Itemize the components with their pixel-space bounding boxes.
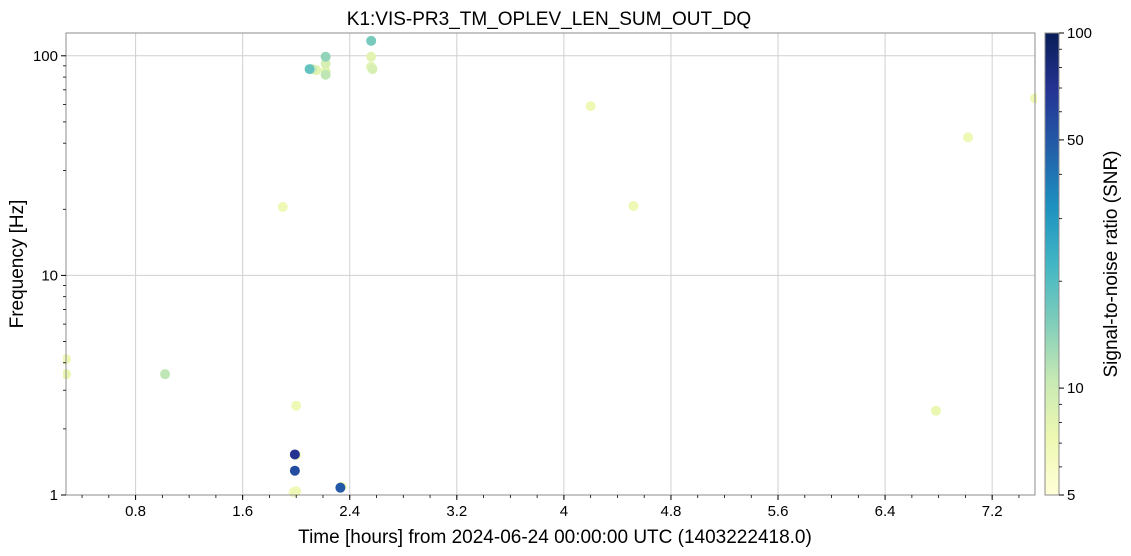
colorbar-ticks: 5 10 50 100	[1059, 25, 1092, 504]
scatter-point	[335, 482, 346, 493]
scatter-point	[320, 69, 331, 80]
x-tick-label: 0.8	[125, 503, 146, 520]
colorbar-tick-label: 100	[1067, 25, 1092, 42]
scatter-point	[320, 58, 331, 69]
y-tick-label: 10	[41, 267, 58, 284]
scatter-point	[289, 449, 300, 460]
x-tick-label: 2.4	[339, 503, 360, 520]
plot-area	[66, 33, 1035, 495]
scatter-point	[585, 101, 596, 112]
scatter-point	[160, 369, 171, 380]
scatter-point	[930, 405, 941, 416]
scatter-point	[289, 465, 300, 476]
scatter-point	[291, 486, 302, 497]
x-tick-label: 6.4	[875, 503, 896, 520]
colorbar-tick-label: 10	[1067, 380, 1084, 397]
y-axis-ticks: 1 10 100	[33, 48, 66, 504]
scatter-point	[277, 201, 288, 212]
scatter-point	[320, 51, 331, 62]
scatter-point	[291, 400, 302, 411]
scatter-point	[366, 35, 377, 46]
scatter-point	[367, 64, 378, 75]
x-tick-label: 4	[560, 503, 568, 520]
scatter-point	[63, 369, 71, 380]
x-tick-label: 4.8	[661, 503, 682, 520]
scatter-point	[963, 132, 974, 143]
x-axis-label: Time [hours] from 2024-06-24 00:00:00 UT…	[298, 527, 812, 548]
x-tick-label: 5.6	[768, 503, 789, 520]
colorbar	[1044, 32, 1060, 496]
colorbar-tick-label: 50	[1067, 132, 1084, 149]
y-axis-label: Frequency [Hz]	[7, 200, 28, 329]
scatter-point	[628, 201, 639, 212]
chart-title: K1:VIS-PR3_TM_OPLEV_LEN_SUM_OUT_DQ	[347, 9, 751, 30]
colorbar-label: Signal-to-noise ratio (SNR)	[1101, 150, 1122, 377]
x-axis-ticks: 0.8 1.6 2.4 3.2 4 4.8 5.6 6.4 7.2	[81, 495, 1020, 520]
scatter-point	[63, 354, 71, 365]
x-tick-label: 7.2	[982, 503, 1003, 520]
plot-frame	[65, 32, 1036, 496]
scatter-point	[366, 51, 377, 62]
colorbar-tick-label: 5	[1067, 487, 1075, 504]
scatter-point	[304, 64, 315, 75]
x-tick-label: 3.2	[446, 503, 467, 520]
x-tick-label: 1.6	[232, 503, 253, 520]
y-tick-label: 100	[33, 48, 58, 65]
y-tick-label: 1	[50, 487, 58, 504]
